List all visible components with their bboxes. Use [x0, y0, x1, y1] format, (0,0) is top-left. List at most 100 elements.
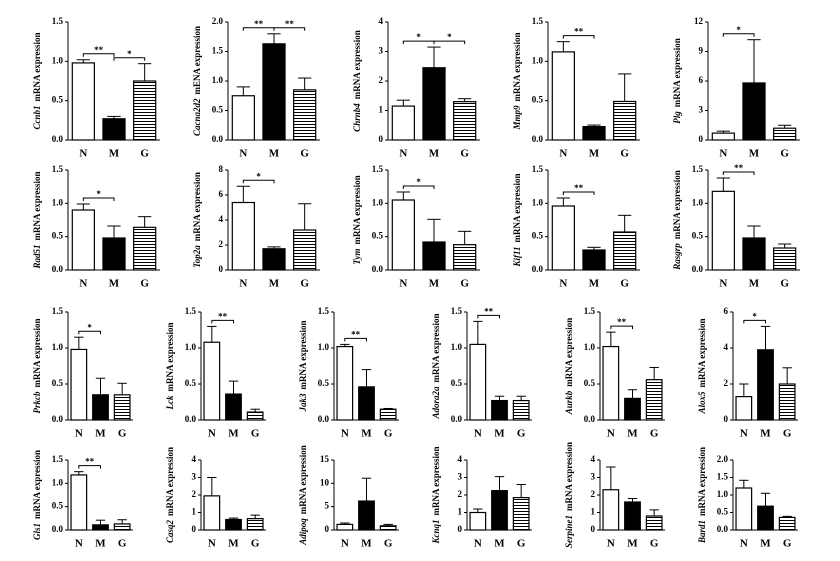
bar — [391, 199, 415, 271]
significance-bracket — [78, 330, 101, 335]
y-tick-label: 0.5 — [584, 378, 596, 388]
y-tick-label: 1.0 — [52, 477, 64, 487]
y-tick-label: 1.0 — [532, 197, 544, 207]
significance-bracket — [610, 325, 633, 330]
bar — [293, 229, 317, 271]
x-tick-label: N — [719, 278, 727, 290]
y-tick-label: 0.0 — [185, 414, 197, 424]
bar — [70, 474, 88, 531]
y-label-text: mRNA expression — [512, 32, 522, 101]
bar — [92, 394, 109, 421]
significance-bracket — [743, 319, 766, 324]
significance-label: * — [87, 322, 92, 332]
gene-name: Chrnb4 — [352, 103, 362, 132]
bar — [624, 397, 641, 421]
significance-bracket — [562, 35, 595, 39]
y-axis-label: Prkcb mRNA expression — [32, 318, 42, 413]
y-tick-label: 4 — [379, 16, 384, 26]
x-tick-label: M — [627, 428, 638, 440]
y-axis-label: Ccnb1 mRNA expression — [32, 32, 42, 129]
bar — [231, 201, 255, 271]
significance-label: * — [416, 32, 421, 42]
panel: 0.0 0.5 1.0 1.5 Rad51 mRNA expression N M G * — [32, 164, 160, 290]
y-tick-label: 0.0 — [717, 524, 729, 534]
y-label-text: mRNA expression — [697, 447, 707, 516]
gene-name: Aurkb — [564, 390, 574, 415]
panel: 0 1 2 3 4 Kcnq1 mRNA expression N M G — [431, 446, 532, 550]
gene-name: Top2a — [192, 245, 202, 268]
y-label-text: mRNA expression — [564, 442, 574, 511]
y-tick-label: 1.0 — [372, 197, 384, 207]
y-tick-label: 0.5 — [451, 378, 463, 388]
y-tick-label: 4 — [591, 454, 596, 464]
y-axis-label: Gls1 mRNA expression — [32, 450, 42, 540]
y-tick-label: 3 — [458, 472, 463, 482]
significance-label: ** — [94, 45, 104, 55]
y-label-text: mRNA expression — [672, 38, 682, 107]
x-tick-label: G — [460, 148, 469, 160]
y-tick-label: 0 — [379, 134, 384, 144]
bar — [225, 518, 242, 531]
bar — [551, 51, 575, 141]
bar — [773, 127, 797, 141]
bar — [613, 231, 637, 271]
x-tick-label: G — [783, 538, 792, 550]
x-tick-label: G — [517, 538, 526, 550]
y-tick-label: 3 — [192, 472, 197, 482]
panel: 0.0 0.5 1.0 1.5 Mmp9 mRNA expression N M G ** — [512, 16, 640, 160]
bar — [71, 209, 95, 271]
significance-label: ** — [574, 183, 584, 193]
y-axis-label: Rad51 mRNA expression — [32, 171, 42, 269]
panel: 0.0 0.5 1.0 1.5 Gls1 mRNA expression N M G ** — [32, 450, 133, 550]
significance-bracket — [211, 319, 234, 324]
y-axis-label: Alox5 mRNA expression — [697, 318, 707, 414]
significance-bracket — [82, 197, 115, 201]
significance-bracket — [113, 57, 146, 61]
y-tick-label: 0.0 — [52, 414, 64, 424]
y-axis-label: Serpine1 mRNA expression — [564, 442, 574, 548]
x-tick-label: N — [79, 278, 87, 290]
x-tick-label: N — [474, 428, 482, 440]
y-label-text: mRNA expression — [352, 30, 362, 99]
y-tick-label: 1.0 — [52, 55, 64, 65]
y-tick-label: 1.5 — [692, 164, 704, 174]
y-tick-label: 1.5 — [185, 306, 197, 316]
y-tick-label: 1.0 — [185, 342, 197, 352]
x-tick-label: N — [399, 148, 407, 160]
significance-label: * — [752, 311, 757, 321]
panel: 0.0 0.5 1.0 1.5 Tym mRNA expression N M G * — [352, 164, 480, 290]
x-tick-label: G — [300, 148, 309, 160]
y-tick-label: 1.5 — [52, 306, 64, 316]
y-label-text: mRNA expression — [697, 318, 707, 387]
y-tick-label: 1.0 — [584, 342, 596, 352]
y-tick-label: 0.0 — [212, 134, 224, 144]
significance-label: * — [96, 189, 101, 199]
bar — [602, 489, 620, 531]
x-tick-label: M — [228, 538, 239, 550]
bar — [379, 525, 397, 531]
y-tick-label: 2 — [458, 489, 463, 499]
panel: 0.0 0.5 1.0 1.5 Kif11 mRNA expression N M G ** — [512, 164, 640, 290]
panel: 0.0 0.5 1.0 1.5 Aurkb mRNA expression N M G ** — [564, 306, 665, 440]
x-tick-label: G — [783, 428, 792, 440]
bar — [582, 249, 606, 271]
x-tick-label: M — [760, 538, 771, 550]
y-label-text: mRNA expression — [32, 32, 42, 101]
x-tick-label: G — [140, 148, 149, 160]
y-axis-label: Chrnb4 mRNA expression — [352, 30, 362, 132]
gene-name: Rasgrp — [672, 243, 682, 271]
y-tick-label: 5 — [325, 501, 330, 511]
panel: 0.0 0.5 1.0 1.5 Prkcb mRNA expression N M G * — [32, 306, 133, 440]
panel: 0.0 0.5 1.0 1.5 Lck mRNA expression N M G ** — [165, 306, 266, 440]
bar — [391, 105, 415, 141]
bar — [773, 247, 797, 271]
x-tick-label: N — [740, 538, 748, 550]
y-tick-label: 1.0 — [212, 75, 224, 85]
x-tick-label: N — [208, 428, 216, 440]
bar — [262, 248, 286, 271]
gene-name: Lck — [165, 395, 175, 410]
bar — [133, 80, 157, 141]
significance-bracket — [402, 185, 435, 189]
y-tick-label: 0 — [458, 524, 463, 534]
y-tick-label: 6 — [219, 189, 224, 199]
